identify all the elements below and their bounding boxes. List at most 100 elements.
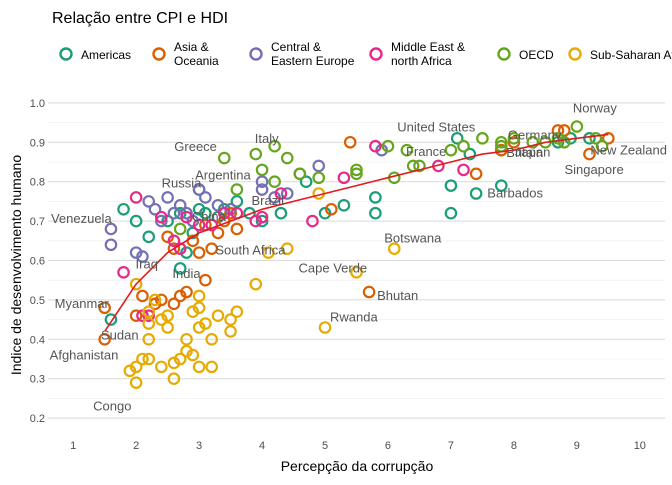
data-point — [213, 310, 223, 320]
data-point — [276, 208, 286, 218]
data-points — [99, 121, 613, 388]
y-tick-label: 0.7 — [30, 216, 45, 228]
data-point — [206, 362, 216, 372]
data-point — [471, 188, 481, 198]
data-point — [251, 149, 261, 159]
data-point — [339, 200, 349, 210]
y-tick-label: 0.3 — [30, 374, 45, 386]
annotation-label: Barbados — [487, 186, 543, 201]
data-point — [162, 192, 172, 202]
data-point — [314, 161, 324, 171]
annotation-label: New Zealand — [590, 142, 667, 157]
legend-key-marker — [499, 49, 510, 60]
legend-label-line: Central & — [271, 40, 321, 54]
data-point — [364, 287, 374, 297]
x-tick-label: 8 — [511, 440, 517, 452]
annotation-label: Japan — [515, 144, 550, 159]
data-point — [320, 322, 330, 332]
data-point — [225, 326, 235, 336]
x-axis-label: Percepção da corrupção — [281, 458, 434, 474]
data-point — [370, 208, 380, 218]
x-tick-label: 10 — [634, 440, 646, 452]
annotation-label: Cape Verde — [299, 260, 368, 275]
data-point — [295, 169, 305, 179]
data-point — [144, 232, 154, 242]
data-point — [200, 192, 210, 202]
annotation-label: Brazil — [251, 193, 284, 208]
legend-label-line: Eastern Europe — [271, 54, 355, 68]
y-tick-label: 1.0 — [30, 98, 45, 110]
data-point — [106, 240, 116, 250]
data-point — [118, 204, 128, 214]
annotation-label: Germany — [508, 127, 562, 142]
data-point — [194, 247, 204, 257]
legend-label-line: Middle East & — [391, 40, 465, 54]
y-tick-label: 0.2 — [30, 413, 45, 425]
data-point — [118, 267, 128, 277]
annotation-label: Italy — [255, 131, 279, 146]
data-point — [370, 192, 380, 202]
annotation-label: South Africa — [215, 243, 286, 258]
legend-key-marker — [61, 49, 72, 60]
legend-key-marker — [154, 49, 165, 60]
annotation-label: India — [172, 266, 201, 281]
data-point — [194, 362, 204, 372]
y-tick-label: 0.8 — [30, 177, 45, 189]
data-point — [446, 208, 456, 218]
annotation-label: Congo — [93, 399, 131, 414]
legend-key-marker — [251, 49, 262, 60]
legend-label-line: Americas — [81, 48, 131, 62]
annotation-label: Venezuela — [51, 211, 112, 226]
x-tick-label: 3 — [196, 440, 202, 452]
data-point — [175, 224, 185, 234]
legend-label-line: Asia & — [174, 40, 209, 54]
annotation-label: Greece — [174, 139, 217, 154]
legend-label-line: Sub-Saharan Africa — [590, 48, 672, 62]
data-point — [446, 145, 456, 155]
legend-label-line: OECD — [519, 48, 554, 62]
legend-label: Sub-Saharan Africa — [590, 48, 672, 62]
data-point — [162, 322, 172, 332]
data-point — [232, 224, 242, 234]
x-tick-label: 6 — [385, 440, 391, 452]
y-tick-label: 0.5 — [30, 295, 45, 307]
legend-label-line: Oceania — [174, 54, 219, 68]
x-tick-label: 5 — [322, 440, 328, 452]
data-point — [251, 279, 261, 289]
legend-label: Asia &Oceania — [174, 40, 219, 68]
data-point — [458, 165, 468, 175]
annotation-label: Bhutan — [377, 288, 418, 303]
annotation-label: Singapore — [564, 162, 623, 177]
legend-label: OECD — [519, 48, 554, 62]
annotation-label: Myanmar — [55, 296, 110, 311]
legend-label: Americas — [81, 48, 131, 62]
x-tick-label: 7 — [448, 440, 454, 452]
x-tick-label: 9 — [574, 440, 580, 452]
y-tick-label: 0.9 — [30, 137, 45, 149]
annotation-label: France — [406, 144, 446, 159]
data-point — [257, 165, 267, 175]
x-tick-label: 1 — [70, 440, 76, 452]
data-point — [471, 169, 481, 179]
y-tick-label: 0.6 — [30, 256, 45, 268]
legend-key-marker — [570, 49, 581, 60]
data-point — [219, 153, 229, 163]
annotation-label: Afghanistan — [50, 347, 119, 362]
annotation-label: Sudan — [101, 328, 139, 343]
annotation-label: Argentina — [195, 168, 251, 183]
chart-title: Relação entre CPI e HDI — [52, 10, 228, 27]
y-tick-label: 0.4 — [30, 334, 45, 346]
annotation-label: Norway — [573, 101, 618, 116]
legend: Americas Asia &Oceania Central &Eastern Eu… — [61, 40, 672, 68]
annotation-label: Iraq — [136, 256, 158, 271]
data-point — [282, 153, 292, 163]
data-point — [572, 121, 582, 131]
x-tick-label: 4 — [259, 440, 265, 452]
legend-key-marker — [371, 49, 382, 60]
annotation-label: Rwanda — [330, 309, 378, 324]
annotation-label: Botswana — [384, 231, 442, 246]
x-tick-label: 2 — [133, 440, 139, 452]
y-axis-label: Indice de desenvolvimento humano — [8, 155, 24, 375]
